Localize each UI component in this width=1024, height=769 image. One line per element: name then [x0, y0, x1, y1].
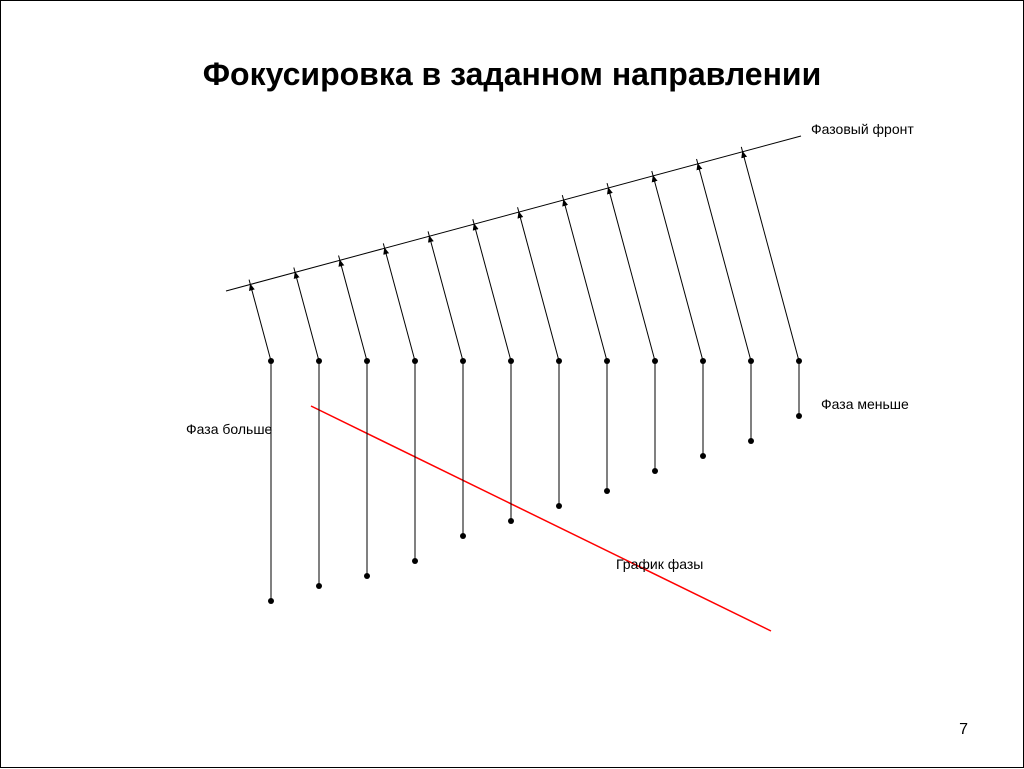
label-phase-more: Фаза больше — [186, 421, 272, 437]
label-phase-graph: График фазы — [616, 556, 703, 572]
phase-diagram — [1, 1, 1024, 769]
page-number: 7 — [959, 721, 968, 739]
label-phase-less: Фаза меньше — [821, 396, 909, 412]
label-phase-front: Фазовый фронт — [811, 121, 914, 137]
